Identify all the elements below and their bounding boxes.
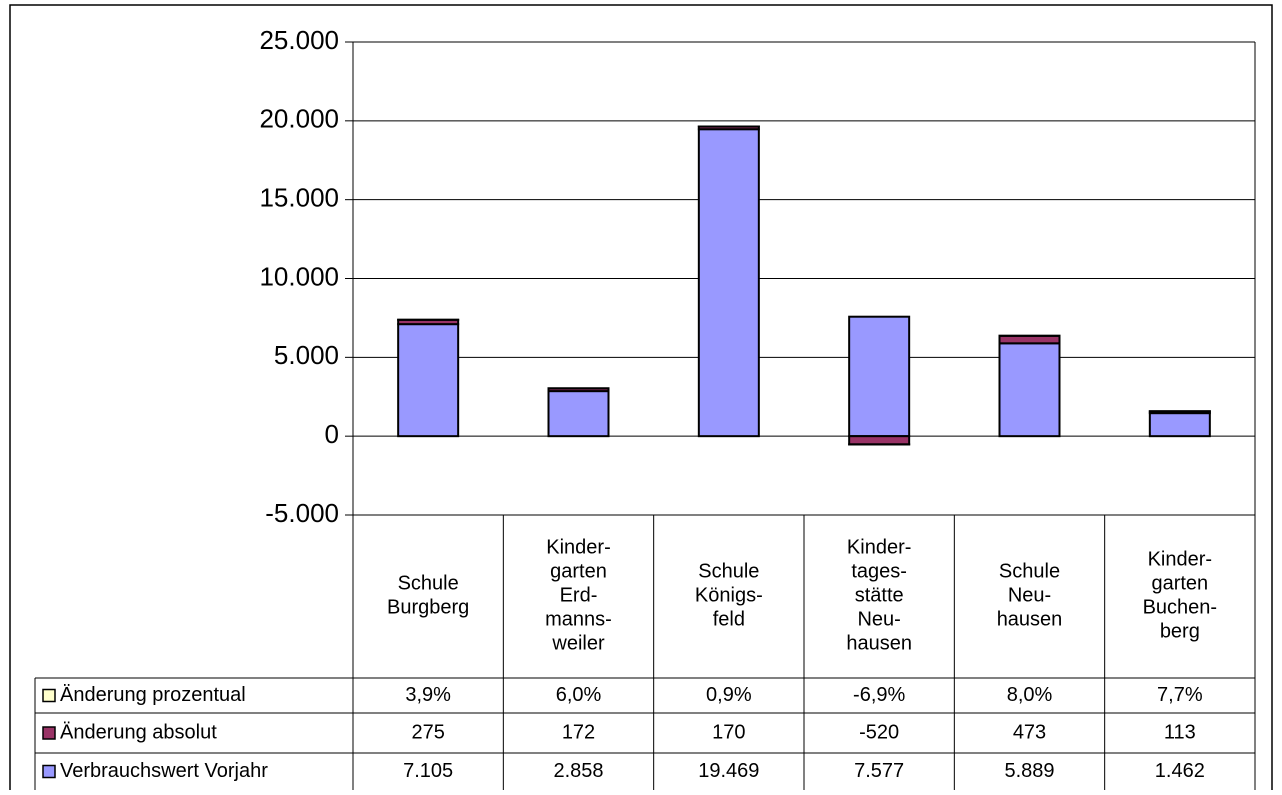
bar-segment bbox=[849, 436, 909, 444]
category-line: tages- bbox=[851, 561, 907, 583]
category-line: Kinder- bbox=[546, 537, 610, 559]
category-line: garten bbox=[1151, 573, 1208, 595]
legend-key bbox=[43, 727, 55, 739]
category-line: berg bbox=[1160, 621, 1200, 643]
y-tick-label: 15.000 bbox=[259, 183, 339, 213]
category-line: feld bbox=[713, 609, 745, 631]
data-label: 7.105 bbox=[403, 760, 453, 782]
category-line: hausen bbox=[997, 609, 1063, 631]
category-line: Schule bbox=[698, 561, 759, 583]
category-line: Burgberg bbox=[387, 597, 469, 619]
y-tick-label: 10.000 bbox=[259, 261, 339, 291]
data-label: 2.858 bbox=[553, 760, 603, 782]
data-label: 0,9% bbox=[706, 684, 752, 706]
legend-label: Änderung absolut bbox=[60, 721, 217, 743]
bar-segment bbox=[549, 391, 609, 436]
data-label: 7.577 bbox=[854, 760, 904, 782]
category-line: stätte bbox=[855, 585, 904, 607]
category-line: Kinder- bbox=[847, 537, 911, 559]
y-tick-label: -5.000 bbox=[265, 498, 339, 528]
category-line: Neu- bbox=[1008, 585, 1051, 607]
data-label: 7,7% bbox=[1157, 684, 1203, 706]
data-label: 170 bbox=[712, 721, 745, 743]
bar-segment bbox=[849, 317, 909, 436]
y-tick-label: 5.000 bbox=[274, 340, 339, 370]
data-label: 8,0% bbox=[1007, 684, 1053, 706]
category-line: Erd- bbox=[560, 585, 598, 607]
category-line: Neu- bbox=[857, 609, 900, 631]
category-line: Schule bbox=[999, 561, 1060, 583]
bar-segment bbox=[699, 129, 759, 436]
category-line: hausen bbox=[846, 633, 912, 655]
data-label: 3,9% bbox=[405, 684, 451, 706]
category-line: Kinder- bbox=[1148, 549, 1212, 571]
legend-key bbox=[43, 766, 55, 778]
data-label: 473 bbox=[1013, 721, 1046, 743]
bar-segment bbox=[1000, 343, 1060, 436]
y-tick-label: 0 bbox=[325, 419, 339, 449]
data-label: 1.462 bbox=[1155, 760, 1205, 782]
legend-label: Verbrauchswert Vorjahr bbox=[60, 760, 268, 782]
category-line: Buchen- bbox=[1143, 597, 1218, 619]
data-label: -520 bbox=[859, 721, 899, 743]
y-tick-label: 25.000 bbox=[259, 25, 339, 55]
legend-key bbox=[43, 690, 55, 702]
legend-label: Änderung prozentual bbox=[60, 684, 246, 706]
data-label: 19.469 bbox=[698, 760, 759, 782]
bar-segment bbox=[1150, 413, 1210, 436]
category-line: manns- bbox=[545, 609, 612, 631]
data-label: 6,0% bbox=[556, 684, 602, 706]
bar-segment bbox=[1000, 336, 1060, 343]
data-label: -6,9% bbox=[853, 684, 905, 706]
data-label: 113 bbox=[1164, 721, 1196, 743]
data-label: 172 bbox=[562, 721, 595, 743]
data-label: 5.889 bbox=[1004, 760, 1054, 782]
category-line: weiler bbox=[551, 633, 605, 655]
category-line: Schule bbox=[398, 573, 459, 595]
category-line: garten bbox=[550, 561, 607, 583]
category-line: Königs- bbox=[695, 585, 763, 607]
y-tick-label: 20.000 bbox=[259, 104, 339, 134]
bar-segment bbox=[398, 324, 458, 436]
data-label: 275 bbox=[411, 721, 444, 743]
